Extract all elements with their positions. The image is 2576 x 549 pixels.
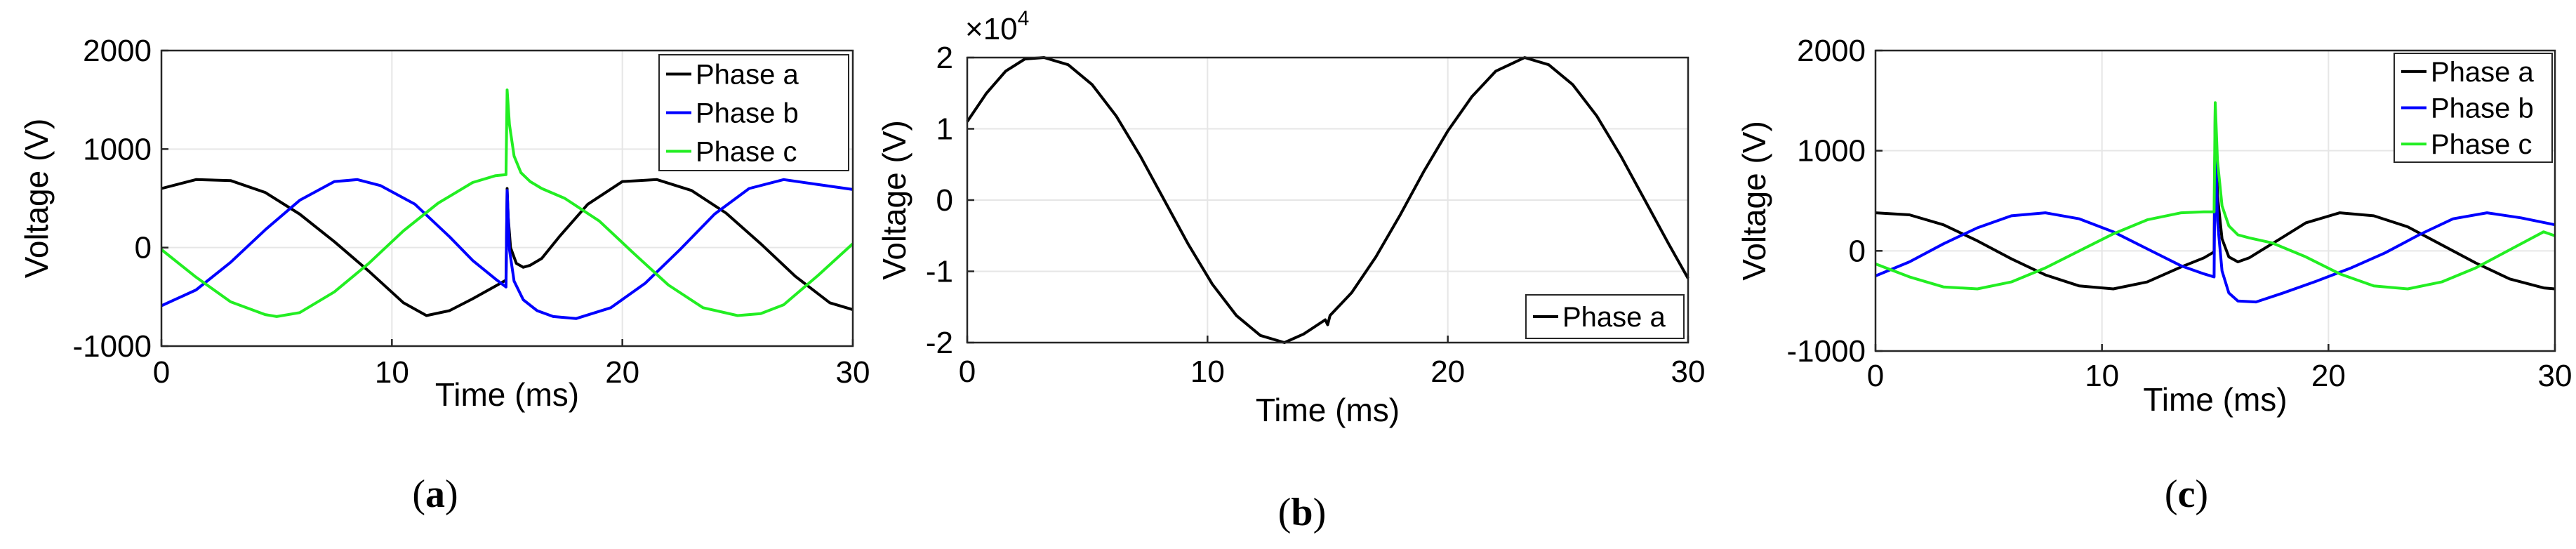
chart-1-caption: (b): [1278, 491, 1326, 534]
chart-0-x-axis-label: Time (ms): [435, 376, 579, 413]
chart-1-caption-close: ): [1313, 491, 1327, 534]
chart-1-series-0-line: [966, 56, 1689, 344]
chart-0-caption-open: (: [412, 472, 425, 516]
chart-1-y-multiplier-base: ×10: [965, 12, 1018, 46]
chart-2-caption-open: (: [2165, 472, 2178, 516]
chart-2-caption: (c): [2165, 472, 2208, 516]
chart-2-x-axis-label: Time (ms): [2143, 381, 2287, 418]
chart-1-legend-label-0: Phase a: [1562, 302, 1666, 333]
chart-1-y-tick-label: 2: [936, 41, 953, 75]
chart-1-caption-open: (: [1278, 491, 1292, 534]
chart-0-legend: Phase a Phase b Phase c: [658, 54, 849, 171]
chart-2-y-tick-label: 0: [1849, 234, 1866, 268]
chart-1-legend: Phase a: [1525, 294, 1685, 339]
chart-1-caption-letter: b: [1291, 491, 1313, 534]
chart-0-x-tick-label: 0: [153, 355, 170, 390]
chart-0-y-axis-label: Voltage (V): [18, 119, 55, 279]
chart-0-legend-label-0: Phase a: [696, 60, 799, 91]
chart-1-x-tick-label: 10: [1190, 355, 1225, 389]
chart-0-legend-label-2: Phase c: [696, 137, 797, 168]
chart-2-caption-close: ): [2195, 472, 2208, 516]
chart-2-x-tick-label: 10: [2085, 359, 2119, 393]
chart-0-y-tick-label: 2000: [83, 34, 152, 68]
chart-2-y-tick-label: 2000: [1797, 34, 1866, 68]
chart-2-x-tick-label: 30: [2538, 359, 2572, 393]
chart-1-axes-frame: [966, 56, 1689, 344]
chart-1-x-tick-label: 20: [1430, 355, 1465, 389]
chart-1-x-tick-label: 0: [959, 355, 976, 389]
chart-1-y-multiplier: ×104: [965, 7, 1029, 46]
chart-0-axes-frame: [160, 49, 854, 348]
chart-2-y-tick-label: -1000: [1786, 334, 1866, 369]
chart-0-legend-label-1: Phase b: [696, 98, 799, 129]
chart-2-legend-label-2: Phase c: [2431, 129, 2532, 160]
chart-2-x-tick-label: 20: [2311, 359, 2346, 393]
chart-1-y-multiplier-exponent: 4: [1018, 7, 1030, 30]
chart-1-x-axis-label: Time (ms): [1256, 392, 1400, 428]
chart-1-y-tick-label: -1: [926, 255, 953, 289]
chart-2-caption-letter: c: [2178, 472, 2196, 516]
chart-1-y-axis-label: Voltage (V): [876, 120, 912, 280]
chart-2-series-2-line: [1875, 101, 2556, 291]
chart-0-series-2-line: [160, 88, 854, 318]
chart-2-series-0-line: [1875, 107, 2556, 291]
chart-0-caption-close: ): [445, 472, 458, 516]
chart-2-series-1-line: [1875, 119, 2556, 304]
chart-2-legend-label-1: Phase b: [2431, 93, 2534, 124]
chart-0-y-tick-label: 1000: [83, 132, 152, 166]
chart-0-y-tick-label: -1000: [72, 329, 152, 364]
chart-2-x-tick-label: 0: [1867, 359, 1884, 393]
chart-1: 0 10 20 30 -2 -1 0 1 2 Time (ms) Voltage (V) ×104 Ph…: [876, 7, 1705, 534]
chart-0-x-tick-label: 30: [836, 355, 870, 390]
chart-1-y-tick-label: 1: [936, 112, 953, 147]
chart-2-y-axis-label: Voltage (V): [1736, 121, 1772, 281]
chart-0-x-tick-label: 20: [605, 355, 639, 390]
chart-2-y-tick-label: 1000: [1797, 134, 1866, 168]
chart-0-y-tick-label: 0: [135, 231, 152, 265]
chart-2-legend: Phase a Phase b Phase c: [2394, 53, 2553, 163]
chart-1-y-tick-label: -2: [926, 326, 953, 360]
chart-2-axes-frame: [1874, 49, 2556, 352]
chart-0-caption-letter: a: [425, 472, 445, 516]
chart-2-legend-label-0: Phase a: [2431, 57, 2535, 88]
chart-1-y-tick-label: 0: [936, 183, 953, 218]
chart-0-caption: (a): [412, 472, 458, 516]
chart-0-x-tick-label: 10: [375, 355, 409, 390]
chart-0-series-1-line: [161, 178, 854, 320]
chart-1-x-tick-label: 30: [1671, 355, 1706, 389]
